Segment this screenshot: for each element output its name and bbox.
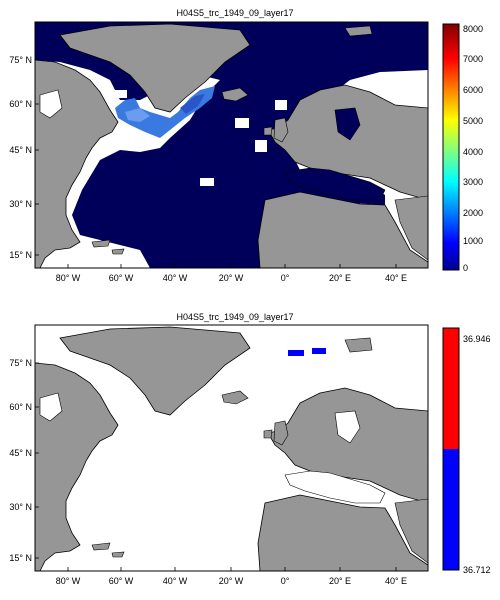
panel1-xtick: 80° W (55, 273, 81, 283)
panel1-colorbar-tick: 5000 (463, 116, 484, 126)
panel1-ytick: 45° N (9, 145, 32, 155)
panel1-xtick: 0° (280, 273, 290, 283)
mediterranean (284, 167, 386, 201)
british-isles (273, 420, 289, 446)
panel1-colorbar-tick: 7000 (463, 54, 484, 64)
panel2-colorbar (442, 327, 460, 571)
panel1-ytick: 30° N (9, 199, 32, 209)
panel1-title: H04S5_trc_1949_09_layer17 (176, 8, 294, 18)
panel2-ytick: 15° N (9, 553, 32, 563)
panel1-ytick: 75° N (9, 55, 32, 65)
panel2-xtick: 0° (280, 576, 290, 586)
africa (257, 191, 428, 268)
panel1-colorbar-tick: 4000 (463, 147, 484, 157)
iceland (221, 390, 249, 405)
panel2-ytick: 60° N (9, 402, 32, 412)
greenland (59, 326, 251, 416)
panel1-colorbar-tick: 3000 (463, 177, 484, 187)
africa (257, 494, 428, 571)
panel2-xtick: 20° E (328, 576, 352, 586)
panel1-ytick: 15° N (9, 250, 32, 260)
iceland (221, 87, 249, 102)
british-isles (273, 117, 289, 143)
panel2-xtick: 20° W (218, 576, 244, 586)
panel2-xtick: 40° E (384, 576, 408, 586)
greenland (59, 23, 251, 113)
blue-class-patch (288, 350, 304, 356)
panel1-colorbar-tick: 0 (463, 263, 469, 273)
panel1-colorbar-tick: 1000 (463, 236, 484, 246)
panel2-xtick: 80° W (55, 576, 81, 586)
panel1-xtick: 20° E (328, 273, 352, 283)
panel2-ytick: 75° N (9, 358, 32, 368)
panel2-xtick: 60° W (108, 576, 134, 586)
panel2-ytick: 30° N (9, 502, 32, 512)
panel1-colorbar-tick: 6000 (463, 85, 484, 95)
panel1-xtick: 40° W (162, 273, 188, 283)
panel1-xtick: 40° E (384, 273, 408, 283)
mediterranean (284, 470, 386, 504)
panel2-ytick: 45° N (9, 448, 32, 458)
ocean-field (35, 22, 428, 268)
panel1-xtick: 20° W (218, 273, 244, 283)
panel2-colorbar-tick: 36.946 (463, 334, 491, 344)
panel1-xtick: 60° W (108, 273, 134, 283)
panel2-xtick: 40° W (162, 576, 188, 586)
high-value-strip (115, 86, 215, 138)
panel1-colorbar-tick: 2000 (463, 208, 484, 218)
blue-class-patch (312, 348, 326, 354)
panel2-colorbar-tick: 36.712 (463, 565, 491, 575)
panel1-ytick: 60° N (9, 99, 32, 109)
panel1-colorbar-tick: 8000 (463, 24, 484, 34)
panel2-title: H04S5_trc_1949_09_layer17 (176, 312, 294, 322)
panel1-colorbar (442, 23, 460, 271)
